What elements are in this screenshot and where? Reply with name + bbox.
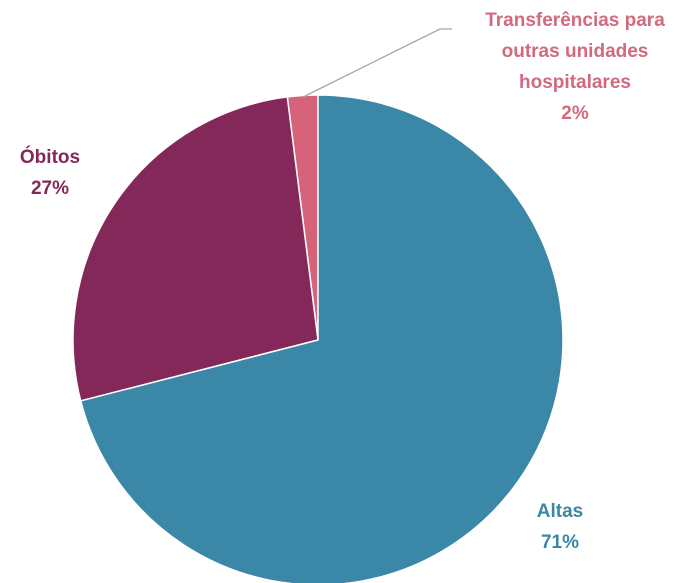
value-label: 27% xyxy=(30,178,70,199)
category-label: Transferências para outras unidades hosp… xyxy=(485,10,665,93)
pie-slice xyxy=(79,94,564,583)
pie-slice xyxy=(72,96,319,402)
category-label: Altas xyxy=(536,501,584,522)
leader-line xyxy=(302,28,452,98)
category-label: Óbitos xyxy=(19,147,81,168)
value-label: 2% xyxy=(561,103,589,124)
slice-label: Altas 71% xyxy=(500,496,620,558)
value-label: 71% xyxy=(540,532,580,553)
slice-label: Transferências para outras unidades hosp… xyxy=(452,5,698,129)
slice-label: Óbitos 27% xyxy=(0,142,100,204)
